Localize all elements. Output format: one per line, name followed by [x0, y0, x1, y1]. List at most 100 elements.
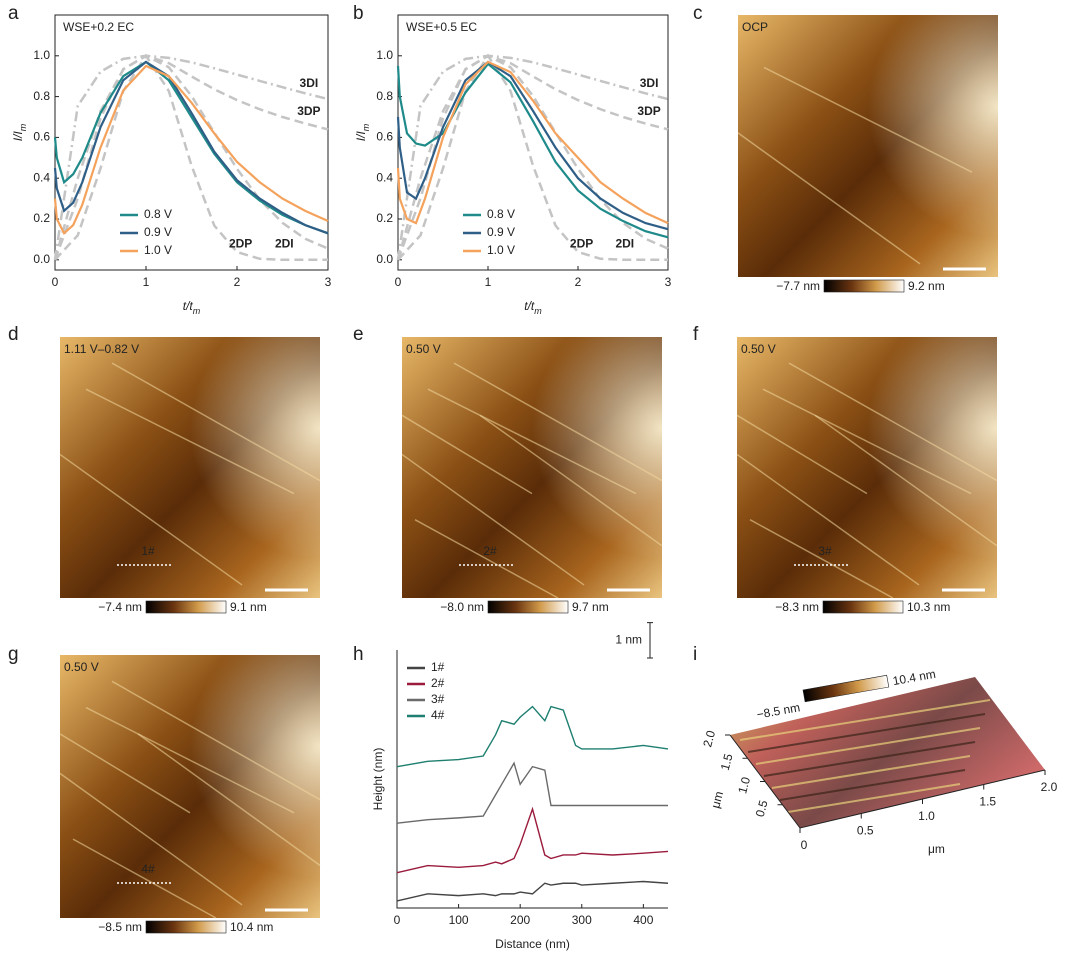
afm-feature [453, 362, 663, 482]
x-tick-label: 200 [510, 913, 530, 927]
legend-label: 0.9 V [144, 225, 172, 239]
reference-label: 2DI [275, 237, 294, 251]
x-tick-label: 0 [395, 275, 402, 289]
x-tick-label: 1.0 [918, 809, 935, 823]
afm-feature [736, 414, 868, 495]
reference-label: 2DP [570, 237, 593, 251]
scale-bar [647, 622, 653, 659]
image-label: 1.11 V–0.82 V [64, 342, 139, 356]
legend-label: 1.0 V [144, 243, 172, 257]
x-tick-label: 0 [52, 275, 59, 289]
y-axis-label-main: I/I [11, 131, 25, 142]
profile-label: 4# [141, 862, 155, 876]
x-tick-label: 0 [394, 913, 401, 927]
surface [730, 677, 1045, 828]
y-unit: μm [708, 790, 726, 810]
reference-curve [53, 54, 329, 260]
data-line [396, 880, 669, 902]
plot-frame [397, 14, 669, 271]
x-tick-label: 300 [572, 913, 592, 927]
legend-label: 0.9 V [487, 225, 515, 239]
panel-letter: g [8, 644, 19, 665]
afm-feature [763, 66, 973, 173]
y-axis-label-main: I/I [354, 131, 368, 142]
data-line [53, 60, 329, 235]
x-tick-label: 2 [575, 275, 582, 289]
colorbar-min: −8.0 nm [440, 600, 484, 614]
surface-feature [747, 713, 986, 753]
reference-label: 3DP [297, 104, 320, 118]
legend-label: 1# [431, 660, 445, 674]
x-axis-label-main: t/t [524, 299, 535, 313]
image-label: OCP [742, 20, 768, 34]
scale-bar-label: 1 nm [615, 633, 642, 647]
afm-feature [749, 519, 894, 599]
afm-feature [401, 414, 533, 495]
colorbar [822, 600, 904, 614]
afm-glow [60, 337, 320, 598]
colorbar-max: 9.1 nm [230, 600, 267, 614]
reference-curve [396, 54, 669, 261]
y-tick-label: 1.0 [376, 48, 393, 62]
image-label: 0.50 V [64, 660, 99, 674]
panel-letter: a [8, 3, 19, 24]
afm-feature [137, 733, 321, 867]
y-tick-label: 0.2 [33, 211, 50, 225]
data-line [396, 60, 669, 225]
colorbar-max: 9.2 nm [908, 279, 945, 293]
colorbar [802, 674, 890, 703]
x-axis-label-main: t/t [183, 299, 194, 313]
afm-feature [85, 388, 295, 495]
reference-label: 3DI [300, 76, 319, 90]
colorbar-max: 10.4 nm [892, 667, 937, 688]
afm-glow [60, 655, 320, 918]
x-tick-label: 3 [325, 275, 332, 289]
panel-letter: h [353, 644, 364, 665]
afm-feature [788, 362, 998, 482]
annotation: WSE+0.5 EC [406, 20, 477, 34]
colorbar-min: −7.7 nm [776, 279, 820, 293]
reference-curve [53, 54, 329, 261]
afm-feature [736, 453, 920, 586]
x-axis-label: t/tm [524, 299, 542, 316]
image-label: 0.50 V [406, 342, 441, 356]
surface-feature [779, 769, 966, 801]
afm-feature [427, 388, 637, 495]
reference-curve [53, 54, 329, 261]
panel-letter: f [693, 324, 699, 345]
afm-feature [85, 706, 295, 814]
y-tick-label: 2.0 [700, 729, 718, 749]
legend-label: 0.8 V [487, 207, 515, 221]
surface-feature [763, 741, 976, 777]
y-tick-label: 0.4 [33, 170, 50, 184]
afm-feature [59, 453, 243, 586]
colorbar-max: 10.3 nm [907, 600, 950, 614]
y-axis-label-sub: m [18, 123, 28, 131]
y-axis-label: Height (nm) [371, 748, 385, 811]
data-line [396, 806, 669, 874]
surface-feature [771, 755, 971, 789]
x-tick-label: 1 [143, 275, 150, 289]
panel-letter: b [353, 3, 364, 24]
x-axis-label: t/tm [183, 299, 201, 316]
y-axis-label-sub: m [361, 123, 371, 131]
image-label: 0.50 V [741, 342, 776, 356]
reference-label: 3DI [640, 76, 659, 90]
afm-feature [762, 388, 972, 495]
afm-feature [59, 733, 191, 814]
afm-feature [737, 132, 921, 265]
y-tick-label: 0.0 [376, 252, 393, 266]
y-tick-label: 0.0 [33, 252, 50, 266]
x-tick-label: 2.0 [1041, 780, 1058, 794]
legend-label: 3# [431, 692, 445, 706]
x-axis-label-sub: m [193, 306, 201, 316]
y-tick-label: 1.0 [33, 48, 50, 62]
y-tick-label: 0.2 [376, 211, 393, 225]
afm-feature [111, 362, 321, 482]
reference-label: 3DP [637, 104, 660, 118]
y-axis-label: I/Im [354, 123, 371, 141]
colorbar-min: −7.4 nm [98, 600, 142, 614]
colorbar [145, 600, 227, 614]
colorbar-min: −8.5 nm [98, 920, 142, 934]
reference-curve [397, 53, 668, 262]
